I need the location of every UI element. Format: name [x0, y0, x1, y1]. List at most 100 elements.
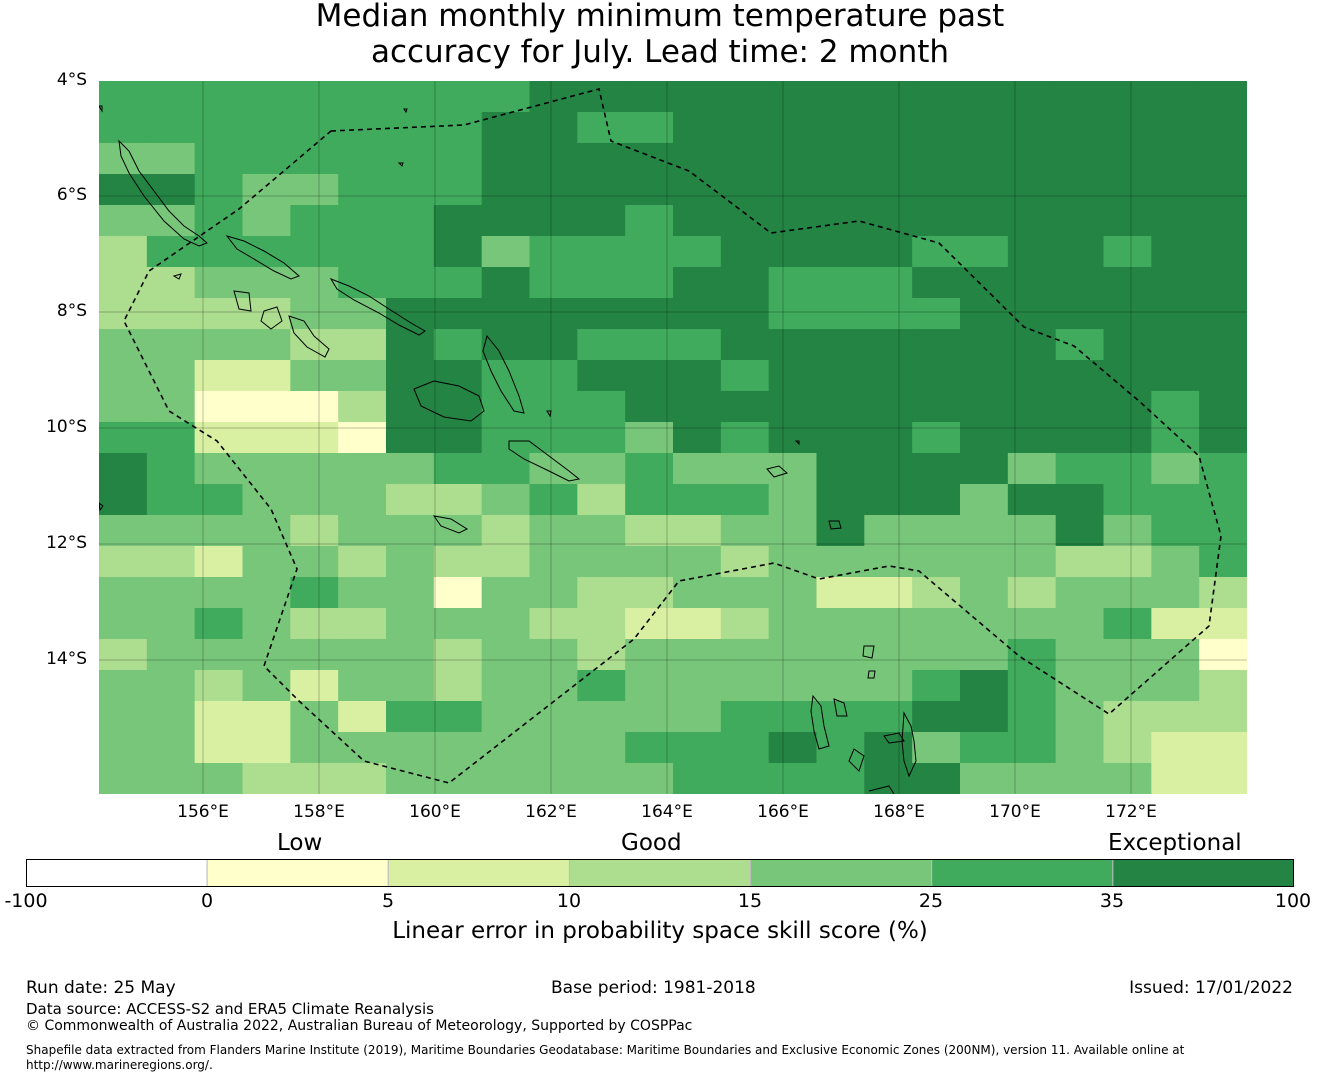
grid-cell — [960, 732, 1009, 764]
grid-cell — [1151, 670, 1200, 702]
grid-cell — [1055, 329, 1105, 361]
lon-label-166e: 166°E — [757, 802, 809, 822]
grid-cell — [816, 763, 865, 794]
grid-cell — [529, 639, 578, 671]
grid-cell — [960, 174, 1009, 206]
grid-cell — [99, 422, 148, 454]
grid-cell — [1007, 701, 1057, 733]
grid-cell — [290, 360, 339, 392]
grid-cell — [146, 298, 196, 330]
grid-cell — [1151, 546, 1200, 578]
grid-cell — [960, 298, 1009, 330]
grid-cell — [1103, 329, 1152, 361]
grid-cell — [625, 453, 674, 485]
grid-cell — [1151, 608, 1200, 640]
grid-cell — [720, 143, 770, 175]
grid-cell — [673, 360, 722, 392]
grid-cell — [433, 670, 483, 702]
coastlines — [99, 105, 917, 794]
grid-cell — [338, 577, 387, 609]
grid-cell — [673, 174, 722, 206]
grid-cell — [146, 360, 196, 392]
grid-cell — [386, 391, 435, 423]
grid-cell — [338, 515, 387, 547]
grid-cell — [816, 577, 865, 609]
grid-cell — [625, 236, 674, 268]
grid-cell — [625, 174, 674, 206]
grid-cell — [481, 143, 531, 175]
grid-cell — [960, 484, 1009, 516]
grid-cell — [146, 763, 196, 794]
grid-cell — [242, 422, 291, 454]
grid-cell — [625, 143, 674, 175]
grid-cell — [1103, 81, 1152, 113]
grid-cell — [1007, 732, 1057, 764]
grid-cell — [99, 360, 148, 392]
colorbar-segment — [1112, 859, 1294, 887]
grid-cell — [386, 484, 435, 516]
grid-cell — [194, 546, 244, 578]
grid-cell — [720, 267, 770, 299]
grid-cell — [1103, 608, 1152, 640]
grid-cell — [433, 112, 483, 144]
grid-cell — [529, 732, 578, 764]
grid-cell — [1151, 515, 1200, 547]
grid-cell — [1103, 763, 1152, 794]
grid-cell — [673, 81, 722, 113]
grid-cell — [1151, 236, 1200, 268]
grid-cell — [1151, 112, 1200, 144]
colorbar-tick: 25 — [918, 890, 944, 912]
grid-cell — [1199, 81, 1247, 113]
grid-cell — [386, 205, 435, 237]
grid-cell — [338, 732, 387, 764]
grid-cell — [529, 298, 578, 330]
grid-cell — [912, 267, 961, 299]
grid-cell — [529, 608, 578, 640]
grid-cell — [1007, 360, 1057, 392]
grid-cell — [386, 639, 435, 671]
grid-cell — [242, 701, 291, 733]
grid-cell — [290, 422, 339, 454]
grid-cell — [1007, 391, 1057, 423]
grid-cell — [1007, 670, 1057, 702]
grid-cell — [960, 329, 1009, 361]
grid-cell — [242, 143, 291, 175]
grid-cell — [1007, 267, 1057, 299]
grid-cell — [146, 422, 196, 454]
grid-cell — [1151, 329, 1200, 361]
lat-label-12s: 12°S — [46, 533, 87, 553]
grid-cell — [912, 453, 961, 485]
grid-cell — [673, 670, 722, 702]
grid-cell — [433, 298, 483, 330]
grid-cell — [768, 143, 818, 175]
grid-cell — [1055, 267, 1105, 299]
grid-cell — [577, 732, 626, 764]
grid-cell — [481, 701, 531, 733]
grid-cell — [433, 391, 483, 423]
grid-cell — [864, 267, 913, 299]
grid-cell — [194, 701, 244, 733]
grid-cell — [481, 639, 531, 671]
grid-cell — [146, 701, 196, 733]
grid-cell — [433, 329, 483, 361]
grid-cell — [625, 112, 674, 144]
grid-cell — [768, 112, 818, 144]
grid-cell — [864, 81, 913, 113]
grid-cell — [960, 391, 1009, 423]
grid-cell — [194, 329, 244, 361]
grid-cell — [99, 608, 148, 640]
grid-cell — [625, 422, 674, 454]
grid-cell — [194, 143, 244, 175]
grid-cell — [1055, 732, 1105, 764]
colorbar-segment — [26, 859, 208, 887]
grid-cell — [673, 453, 722, 485]
grid-cell — [577, 453, 626, 485]
grid-cell — [194, 422, 244, 454]
grid-cell — [146, 81, 196, 113]
grid-cell — [768, 298, 818, 330]
grid-cell — [433, 236, 483, 268]
grid-cell — [481, 546, 531, 578]
grid-cell — [529, 143, 578, 175]
grid-cell — [290, 608, 339, 640]
grid-cell — [338, 112, 387, 144]
